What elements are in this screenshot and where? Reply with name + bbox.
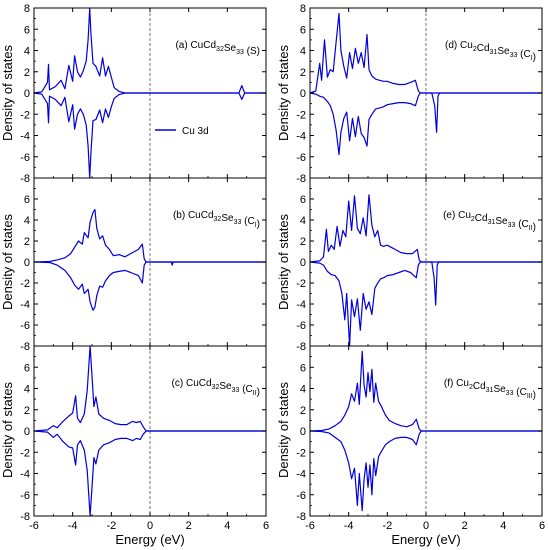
y-tick-label: -4 [296, 469, 306, 481]
y-tick-label: 8 [300, 3, 306, 15]
y-tick-label: -6 [20, 152, 30, 164]
y-tick-label: 4 [300, 46, 306, 58]
y-tick-label: 2 [24, 405, 30, 417]
x-tick-label: -6 [29, 520, 39, 532]
y-tick-label: 4 [24, 215, 30, 227]
panel-a: -8 -6 -4 -2 0 2 4 6 8 (a) CuCd32Se33 (S) [20, 3, 267, 185]
dos-curve-down [309, 430, 542, 512]
y-tick-label: 6 [24, 194, 30, 206]
y-tick-label: 0 [300, 426, 306, 438]
y-tick-label: -8 [296, 341, 306, 353]
panel-label: (c) CuCd32Se33 (CII) [172, 378, 260, 398]
y-tick-label: 2 [24, 236, 30, 248]
y-tick-label: -6 [296, 320, 306, 332]
panel-label: (f) Cu2Cd31Se33 (CIII) [444, 378, 536, 401]
x-axis-title-right: Energy (eV) [391, 532, 460, 547]
x-tick-label: -2 [106, 520, 116, 532]
y-tick-label: -4 [296, 131, 306, 143]
y-tick-label: 6 [300, 194, 306, 206]
y-axis-title-left: Density of states [0, 44, 15, 141]
y-tick-label: -4 [20, 299, 30, 311]
y-tick-label: 0 [300, 88, 306, 100]
dos-curve-down [33, 430, 266, 517]
y-tick-label: 4 [24, 384, 30, 396]
y-tick-label: -4 [20, 469, 30, 481]
y-tick-label: -8 [296, 173, 306, 185]
y-tick-label: 6 [24, 362, 30, 374]
y-tick-label: 6 [300, 362, 306, 374]
dos-curve-up [33, 345, 266, 432]
y-axis-title-left: Density of states [0, 213, 15, 310]
y-tick-label: -2 [296, 278, 306, 290]
x-axis-title-left: Energy (eV) [115, 532, 184, 547]
y-tick-label: -4 [20, 131, 30, 143]
y-tick-label: -6 [20, 490, 30, 502]
y-axis-title-right: Density of states [276, 44, 291, 141]
y-tick-label: -6 [296, 152, 306, 164]
x-tick-label: 0 [423, 520, 429, 532]
panel-e: -8 -6 -4 -2 0 2 4 6 (e) Cu2Cd31Se33 (CII) [296, 177, 543, 353]
x-tick-label: -4 [344, 520, 354, 532]
y-tick-label: -8 [20, 173, 30, 185]
panel-label: (b) CuCd32Se33 (CI) [173, 210, 260, 230]
x-tick-label: 2 [186, 520, 192, 532]
y-tick-label: 2 [24, 67, 30, 79]
y-tick-label: -6 [20, 320, 30, 332]
panel-label: (a) CuCd32Se33 (S) [175, 40, 260, 57]
dos-curve-down [33, 261, 266, 311]
y-axis-title-right: Density of states [276, 213, 291, 310]
y-tick-label: -2 [20, 109, 30, 121]
y-axis-title-left: Density of states [0, 381, 15, 478]
x-tick-label: 4 [500, 520, 506, 532]
dos-curve-up [309, 194, 542, 263]
y-tick-label: 2 [300, 67, 306, 79]
y-tick-label: 2 [300, 405, 306, 417]
dos-curve-up [309, 350, 542, 432]
y-tick-label: 6 [300, 24, 306, 36]
y-tick-label: -2 [296, 109, 306, 121]
y-tick-label: -4 [296, 299, 306, 311]
y-tick-label: 0 [24, 257, 30, 269]
panel-label: (d) Cu2Cd31Se33 (CI) [445, 40, 536, 63]
dos-curve-down [309, 261, 542, 347]
panel-d: -8 -6 -4 -2 0 2 4 6 8 (d) Cu2Cd31Se33 (CI) [296, 3, 543, 185]
legend-label: Cu 3d [182, 126, 209, 137]
dos-curve-up [309, 12, 542, 94]
y-tick-label: 4 [300, 384, 306, 396]
y-tick-label: -6 [296, 490, 306, 502]
y-tick-label: -8 [20, 511, 30, 523]
x-tick-label: 4 [224, 520, 230, 532]
y-tick-label: -2 [296, 447, 306, 459]
y-tick-label: 0 [24, 88, 30, 100]
dos-curve-down [309, 92, 542, 156]
y-tick-label: -8 [20, 341, 30, 353]
y-tick-label: 0 [24, 426, 30, 438]
panel-label: (e) Cu2Cd31Se33 (CII) [443, 210, 536, 233]
y-tick-label: -2 [20, 278, 30, 290]
y-tick-label: 2 [300, 236, 306, 248]
x-tick-label: -2 [382, 520, 392, 532]
x-tick-label: 2 [462, 520, 468, 532]
y-axis-title-right: Density of states [276, 381, 291, 478]
x-tick-label: 6 [263, 520, 269, 532]
y-tick-label: 0 [300, 257, 306, 269]
x-tick-label: -4 [68, 520, 78, 532]
x-tick-label: -6 [305, 520, 315, 532]
y-tick-label: 4 [24, 46, 30, 58]
y-tick-label: 6 [24, 24, 30, 36]
y-tick-label: -8 [296, 511, 306, 523]
y-tick-label: -2 [20, 447, 30, 459]
x-tick-label: 6 [539, 520, 545, 532]
dos-curve-up [33, 208, 266, 263]
panel-b: -8 -6 -4 -2 0 2 4 6 (b) CuCd32Se33 (CI) [20, 177, 267, 353]
x-tick-label: 0 [147, 520, 153, 532]
y-tick-label: 8 [24, 3, 30, 15]
y-tick-label: 4 [300, 215, 306, 227]
